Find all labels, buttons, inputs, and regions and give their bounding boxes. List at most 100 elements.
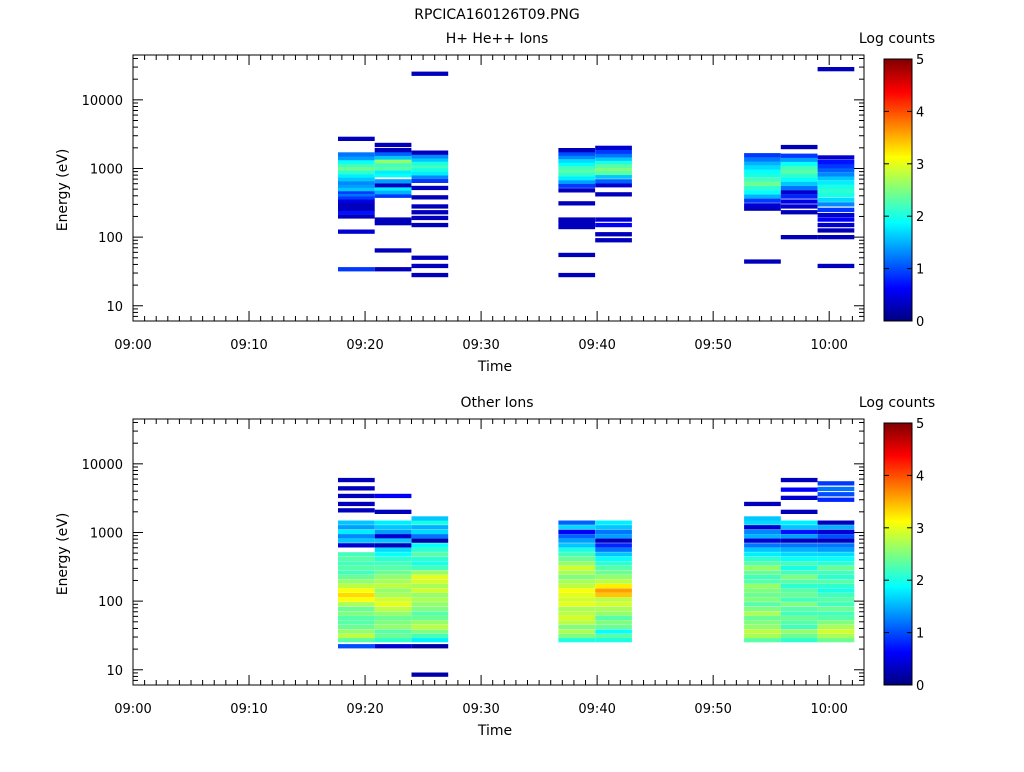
heatmap-cell — [595, 179, 632, 184]
heatmap-cell — [374, 151, 412, 156]
heatmap-cell — [338, 267, 375, 272]
heatmap-cell — [744, 185, 781, 191]
panel-top-frame — [132, 54, 865, 322]
heatmap-cell — [744, 525, 781, 530]
heatmap-cell — [817, 167, 855, 173]
figure-filename: RPCICA160126T09.PNG — [414, 7, 579, 23]
heatmap-cell — [411, 606, 449, 612]
heatmap-cell — [338, 493, 375, 499]
heatmap-cell — [411, 570, 449, 575]
heatmap-cell — [558, 602, 596, 607]
heatmap-cell — [374, 579, 412, 584]
heatmap-cell — [338, 543, 375, 548]
x-tick-label: 09:00 — [114, 338, 151, 353]
heatmap-cell — [817, 547, 855, 552]
heatmap-cell — [817, 159, 855, 165]
heatmap-cell — [595, 153, 632, 158]
heatmap-cell — [558, 165, 596, 170]
heatmap-cell — [338, 155, 375, 161]
heatmap-cell — [338, 486, 375, 491]
colorbar-tick-label: 1 — [916, 263, 924, 278]
panel-top-xlabel: Time — [477, 359, 512, 375]
heatmap-cell — [338, 162, 375, 168]
heatmap-cell — [558, 561, 596, 566]
heatmap-cell — [558, 620, 596, 625]
heatmap-cell — [374, 588, 412, 593]
heatmap-cell — [558, 556, 596, 562]
heatmap-cell — [595, 222, 632, 228]
colorbar-tick-label: 4 — [916, 105, 924, 120]
heatmap-cell — [411, 552, 449, 557]
heatmap-cell — [744, 602, 781, 607]
heatmap-cell — [817, 602, 855, 607]
heatmap-cell — [338, 611, 375, 616]
heatmap-cell — [817, 561, 855, 566]
heatmap-cell — [411, 516, 449, 521]
heatmap-cell — [374, 186, 412, 191]
panel-bottom-colorbar — [883, 422, 913, 686]
y-tick-label: 1000 — [90, 526, 123, 541]
heatmap-cell — [744, 620, 781, 625]
heatmap-cell — [558, 148, 596, 153]
heatmap-cell — [411, 574, 449, 580]
heatmap-cell — [374, 162, 412, 167]
heatmap-cell — [744, 584, 781, 589]
heatmap-cell — [558, 547, 596, 552]
heatmap-cell — [817, 624, 855, 630]
x-tick-label: 09:50 — [694, 702, 731, 717]
x-tick-label: 09:20 — [346, 702, 383, 717]
heatmap-cell — [374, 556, 412, 562]
heatmap-cell — [744, 574, 781, 580]
panel-bottom-colorbar-ticks: 0 1 2 3 4 5 — [884, 417, 924, 694]
heatmap-cell — [558, 633, 596, 639]
heatmap-cell — [374, 552, 412, 557]
heatmap-cell — [595, 166, 632, 172]
heatmap-cell — [411, 255, 449, 260]
heatmap-cell — [558, 534, 596, 539]
heatmap-cell — [374, 509, 412, 514]
panel-top-colorbar — [883, 58, 913, 322]
heatmap-cell — [595, 570, 632, 575]
heatmap-cell — [411, 644, 449, 649]
heatmap-cell — [411, 150, 449, 155]
heatmap-cell — [780, 584, 818, 589]
heatmap-cell — [374, 148, 412, 153]
heatmap-cell — [338, 177, 375, 182]
panel-top-ylabel: Energy (eV) — [55, 149, 71, 232]
heatmap-cell — [374, 561, 412, 566]
heatmap-cell — [374, 615, 412, 620]
colorbar-tick-label: 5 — [916, 417, 924, 432]
heatmap-cell — [558, 638, 596, 643]
heatmap-cell — [780, 153, 818, 158]
heatmap-cell — [374, 173, 412, 178]
heatmap-cell — [817, 207, 855, 212]
heatmap-cell — [374, 166, 412, 171]
panel-top-y-axis: 10 100 1000 10000 — [82, 58, 864, 322]
heatmap-cell — [780, 204, 818, 209]
heatmap-cell — [595, 238, 632, 243]
heatmap-cell — [595, 606, 632, 612]
heatmap-cell — [411, 71, 449, 76]
heatmap-cell — [780, 611, 818, 616]
colorbar-tick-label: 0 — [916, 315, 924, 330]
heatmap-cell — [558, 629, 596, 634]
panel-top-cells — [338, 67, 855, 278]
heatmap-cell — [595, 633, 632, 639]
heatmap-cell — [374, 267, 412, 272]
heatmap-cell — [780, 552, 818, 557]
heatmap-cell — [595, 183, 632, 188]
heatmap-cell — [338, 556, 375, 562]
heatmap-cell — [780, 543, 818, 548]
heatmap-cell — [374, 593, 412, 598]
heatmap-cell — [411, 204, 449, 209]
heatmap-cell — [595, 584, 632, 589]
x-tick-label: 09:40 — [578, 702, 615, 717]
heatmap-cell — [558, 593, 596, 598]
heatmap-cell — [338, 508, 375, 513]
heatmap-cell — [374, 525, 412, 530]
heatmap-cell — [595, 561, 632, 566]
heatmap-cell — [817, 188, 855, 194]
heatmap-cell — [744, 543, 781, 548]
heatmap-cell — [817, 212, 855, 218]
heatmap-cell — [338, 588, 375, 593]
